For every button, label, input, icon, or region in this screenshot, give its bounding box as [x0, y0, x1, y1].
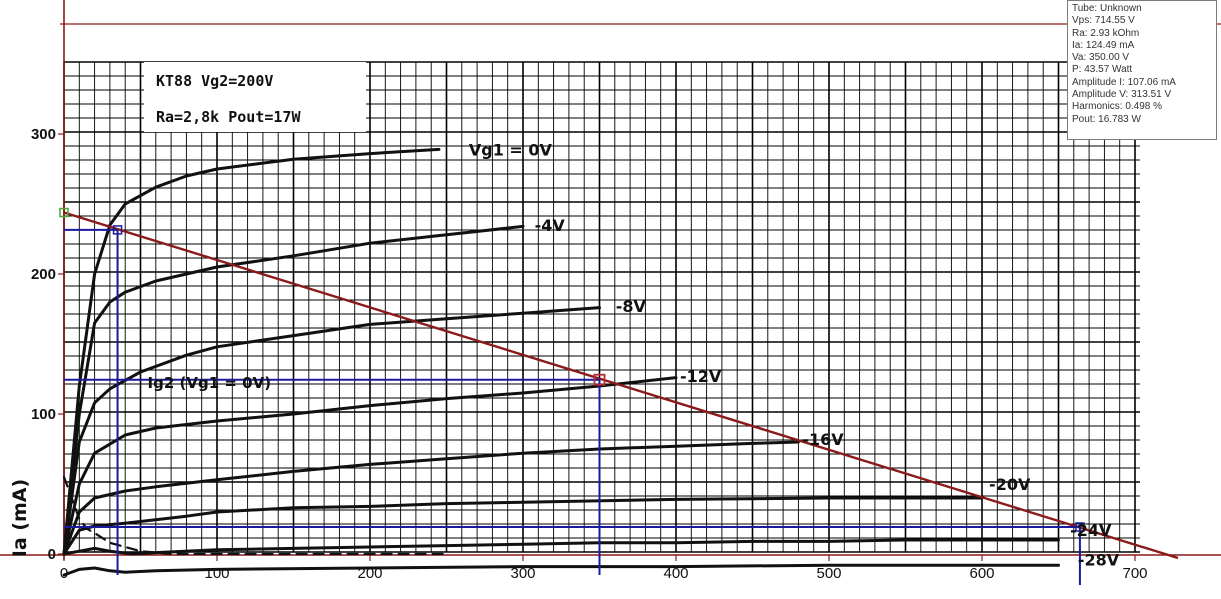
y-tick-label: 300	[31, 126, 56, 143]
curve-label: Vg1 = 0V	[469, 140, 553, 159]
info-line: Ia: 124.49 mA	[1072, 39, 1135, 51]
operating-point-marker	[593, 373, 606, 386]
curve-label: -16V	[802, 430, 844, 449]
curve-series	[62, 224, 525, 556]
curve-series	[62, 376, 678, 556]
curve-series	[62, 538, 1060, 556]
curve-series	[62, 440, 800, 556]
info-line: Ra: 2.93 kOhm	[1072, 27, 1140, 39]
labels: 0 100 200 300 400 500 600 700 0 100 200 300 Ia (mA) V…	[9, 126, 1148, 582]
max-marker	[112, 225, 123, 235]
curve-label: -28V	[1078, 551, 1120, 570]
info-line: P: 43.57 Watt	[1072, 64, 1133, 76]
curve-series	[62, 563, 1060, 577]
curve-label: -20V	[989, 475, 1031, 494]
curve-label: -12V	[680, 367, 722, 386]
load-line	[63, 211, 1179, 560]
info-line: Pout: 16.783 W	[1072, 113, 1141, 125]
y-tick-label: 0	[48, 546, 56, 563]
x-tick-label: 600	[969, 565, 994, 582]
x-tick-label: 100	[204, 565, 229, 582]
info-line: Vps: 714.55 V	[1072, 15, 1135, 27]
info-line: Amplitude V: 313.51 V	[1072, 89, 1172, 101]
curve-series	[62, 147, 441, 556]
chart-title-box: KT88 Vg2=200V Ra=2,8k Pout=17W	[144, 62, 366, 132]
curve-label: -8V	[616, 297, 647, 316]
y-tick-label: 100	[31, 406, 56, 423]
info-line: Tube: Unknown	[1072, 3, 1142, 14]
load-line-overlay	[59, 207, 1179, 585]
y-axis-label: Ia (mA)	[9, 479, 31, 557]
chart-title-line1: KT88 Vg2=200V	[156, 72, 274, 90]
chart-title-line2: Ra=2,8k Pout=17W	[156, 108, 301, 126]
curve-series	[62, 306, 601, 556]
info-line: Harmonics: 0.498 %	[1072, 101, 1163, 113]
curve-label: -24V	[1070, 521, 1112, 540]
x-tick-label: 500	[816, 565, 841, 582]
x-tick-label: 400	[663, 565, 688, 582]
x-tick-label: 700	[1122, 565, 1147, 582]
curves	[62, 147, 1060, 577]
x-tick-label: 200	[357, 565, 382, 582]
curve-series	[62, 475, 448, 556]
start-marker	[59, 207, 69, 218]
x-tick-label: 300	[510, 565, 535, 582]
x-tick-label: 0	[60, 565, 68, 582]
info-panel: Tube: Unknown Vps: 714.55 V Ra: 2.93 kOhm I…	[1067, 0, 1217, 140]
curve-label: -4V	[535, 216, 566, 235]
min-marker	[1075, 522, 1085, 532]
info-line: Amplitude I: 107.06 mA	[1072, 76, 1176, 88]
info-line: Va: 350.00 V	[1072, 52, 1130, 64]
y-tick-label: 200	[31, 266, 56, 283]
curve-label: Ig2 (Vg1 = 0V)	[148, 374, 272, 392]
